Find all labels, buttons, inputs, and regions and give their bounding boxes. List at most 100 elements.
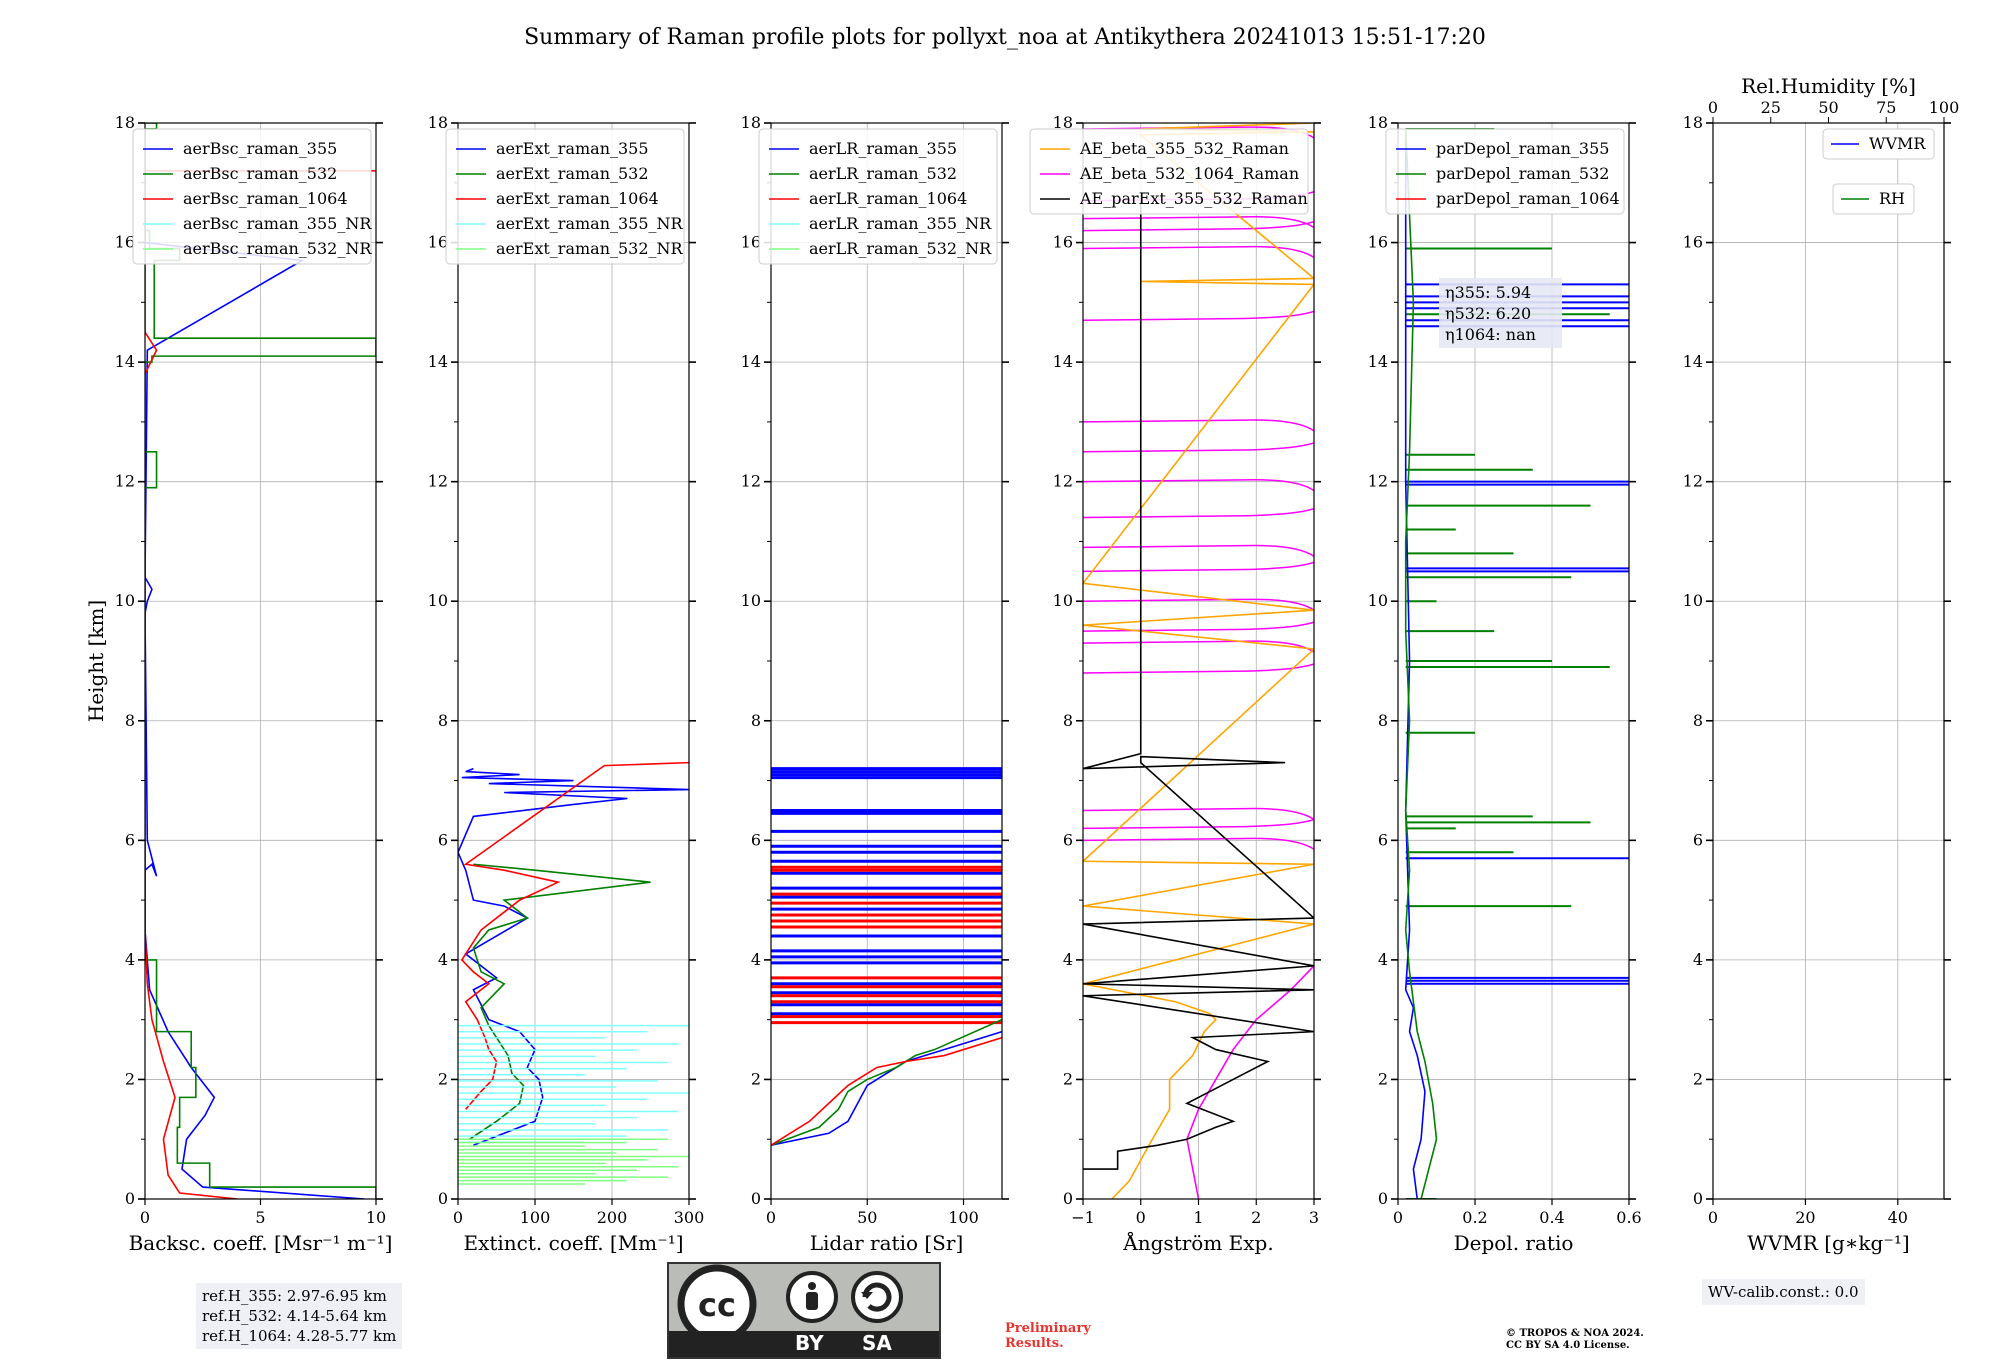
y-tick-label: 14	[428, 352, 448, 371]
y-tick-label: 14	[1683, 352, 1703, 371]
y-tick-label: 10	[115, 591, 135, 610]
y-tick-label: 14	[115, 352, 135, 371]
x-tick-label: 200	[597, 1208, 628, 1227]
y-tick-label: 16	[1053, 233, 1073, 252]
series-aerLR_raman_1064	[771, 1036, 1002, 1146]
preliminary-results-note: Preliminary Results.	[1005, 1321, 1091, 1351]
panel-wvmr: 0 2 4 6 8 10 12 14 16 18 0 20 40 WVMR [g∗kg⁻¹] 0 25 50 75…	[1683, 74, 1960, 1255]
legend-label: parDepol_raman_1064	[1436, 189, 1620, 208]
x-axis-label: Depol. ratio	[1454, 1231, 1574, 1255]
y-tick-label: 8	[1378, 711, 1388, 730]
legend-label: aerExt_raman_355_NR	[496, 214, 684, 233]
panel-lidar_ratio: 0 2 4 6 8 10 12 14 16 18 0 50 100 Lidar ratio [Sr] aer…	[741, 113, 1009, 1255]
ae-532-1064-segment	[1083, 215, 1314, 229]
y-tick-label: 0	[1693, 1189, 1703, 1208]
legend-label: WVMR	[1869, 134, 1926, 153]
legend-label: AE_beta_355_532_Raman	[1079, 139, 1289, 158]
legend-label: aerExt_raman_532_NR	[496, 239, 684, 258]
y-tick-label: 10	[1683, 591, 1703, 610]
y-tick-label: 6	[751, 830, 761, 849]
cc-license-logo: cc BY SA	[667, 1262, 941, 1359]
panel-depol: 0 2 4 6 8 10 12 14 16 18 0 0.2 0.4 0.6 Depol. ratio par…	[1368, 113, 1642, 1255]
x-tick-label: −1	[1071, 1208, 1095, 1227]
x2-tick-label: 50	[1818, 98, 1838, 117]
eta-label: η532: 6.20	[1445, 304, 1531, 323]
y-tick-label: 16	[428, 233, 448, 252]
eta-label: η355: 5.94	[1445, 283, 1531, 302]
legend-label: aerLR_raman_532	[809, 164, 957, 183]
cc-sa-label: SA	[862, 1331, 892, 1355]
y-tick-label: 6	[1063, 830, 1073, 849]
y-tick-label: 4	[438, 950, 448, 969]
legend-label: aerLR_raman_1064	[809, 189, 967, 208]
x2-tick-label: 0	[1708, 98, 1718, 117]
ae-532-1064-segment	[1083, 807, 1314, 821]
ae-532-1064-segment	[1083, 544, 1314, 558]
series-aerExt_raman_532	[469, 863, 651, 1140]
y-tick-label: 4	[1063, 950, 1073, 969]
y-tick-label: 8	[438, 711, 448, 730]
legend-label: aerBsc_raman_355_NR	[183, 214, 372, 233]
y-tick-label: 16	[1683, 233, 1703, 252]
x-tick-label: 0.4	[1539, 1208, 1564, 1227]
x-tick-label: 1	[1193, 1208, 1203, 1227]
x-tick-label: 300	[674, 1208, 705, 1227]
y-tick-label: 4	[1693, 950, 1703, 969]
y-tick-label: 6	[125, 830, 135, 849]
ae-532-1064-segment	[1083, 818, 1314, 830]
preliminary-line-2: Results.	[1005, 1336, 1064, 1351]
legend-label: aerExt_raman_355	[496, 139, 649, 158]
legend-box	[132, 128, 372, 265]
cc-text: cc	[698, 1286, 736, 1324]
copyright-note: © TROPOS & NOA 2024. CC BY SA 4.0 Licens…	[1506, 1328, 1644, 1352]
x-tick-label: 100	[520, 1208, 551, 1227]
y-tick-label: 8	[751, 711, 761, 730]
y-tick-label: 2	[751, 1069, 761, 1088]
y-tick-label: 18	[428, 113, 448, 132]
copyright-line-2: CC BY SA 4.0 License.	[1506, 1340, 1630, 1351]
y-tick-label: 18	[1683, 113, 1703, 132]
legend-box	[1822, 128, 1935, 160]
y-tick-label: 0	[751, 1189, 761, 1208]
y-tick-label: 12	[1368, 472, 1388, 491]
x-tick-label: 0	[766, 1208, 776, 1227]
y-tick-label: 18	[115, 113, 135, 132]
copyright-line-1: © TROPOS & NOA 2024.	[1506, 1328, 1644, 1339]
ae-532-1064-segment	[1083, 837, 1314, 850]
series-aerBsc_raman_1064	[145, 170, 376, 1199]
y-tick-label: 8	[1063, 711, 1073, 730]
legend-label: aerBsc_raman_355	[183, 139, 337, 158]
x-axis-label: Ångström Exp.	[1122, 1230, 1273, 1255]
y-tick-label: 14	[1368, 352, 1388, 371]
y-tick-label: 0	[1063, 1189, 1073, 1208]
legend-label: aerLR_raman_355	[809, 139, 957, 158]
y-tick-label: 4	[1378, 950, 1388, 969]
y-tick-label: 18	[1053, 113, 1073, 132]
x-tick-label: 3	[1309, 1208, 1319, 1227]
ae-532-1064-segment	[1083, 220, 1314, 232]
ae-532-1064-segment	[1083, 507, 1314, 519]
reference-heights-note: ref.H_355: 2.97-6.95 km ref.H_532: 4.14-…	[196, 1283, 403, 1349]
ae-532-1064-segment	[1083, 245, 1314, 259]
ae-532-1064-segment	[1083, 419, 1314, 432]
y-tick-label: 10	[1053, 591, 1073, 610]
y-tick-label: 16	[1368, 233, 1388, 252]
ae-532-1064-segment	[1083, 598, 1314, 611]
y-tick-label: 12	[1683, 472, 1703, 491]
x-tick-label: 0	[1393, 1208, 1403, 1227]
y-tick-label: 10	[741, 591, 761, 610]
legend-label: parDepol_raman_355	[1436, 139, 1609, 158]
ae-532-1064-segment	[1083, 479, 1314, 492]
ae-532-1064-segment	[1083, 561, 1314, 573]
y-tick-label: 12	[1053, 472, 1073, 491]
legend-label: aerLR_raman_532_NR	[809, 239, 992, 258]
legend-box	[445, 128, 685, 265]
wv-calib-note: WV-calib.const.: 0.0	[1702, 1279, 1865, 1305]
x2-tick-label: 75	[1876, 98, 1896, 117]
legend-box	[758, 128, 998, 265]
plot-area	[458, 761, 689, 1185]
ae-532-1064-segment	[1083, 310, 1314, 322]
axes-frame	[1712, 122, 1945, 1200]
